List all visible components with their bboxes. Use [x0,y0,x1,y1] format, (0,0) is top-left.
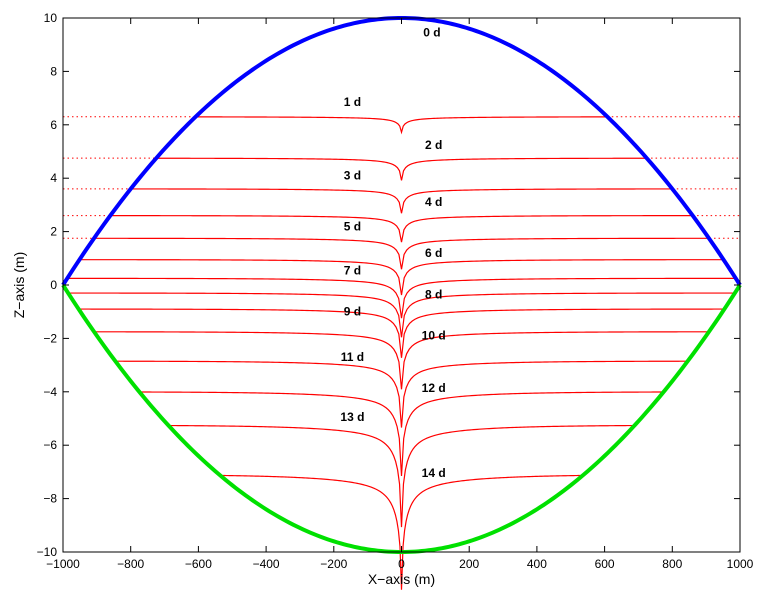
day-label-9-d: 9 d [344,305,361,319]
y-tick-label: −6 [43,438,57,452]
y-tick-label: 6 [50,118,57,132]
plot-area: 0 d 1 d 2 d 3 d 4 d 5 d 6 d 7 d 8 d 9 d 10 d 11 d 12… [61,15,742,590]
axes: −1000 −800 −600 −400 −200 0 200 400 600 800 1000 −1… [37,11,754,571]
day-label-3-d: 3 d [344,169,361,183]
day-label-0-d: 0 d [423,26,440,40]
x-tick-label: 400 [527,557,547,571]
curve-11-d [115,360,688,428]
curve-4-d [110,215,693,243]
day-label-14-d: 14 d [422,466,446,480]
curve-10-d [93,331,710,390]
x-tick-label: 0 [398,557,405,571]
curve-7-d [67,277,736,319]
curve-5-d [93,237,710,270]
curve-14-d [218,474,585,590]
curve-13-d [167,424,636,528]
y-tick-label: −10 [37,545,58,559]
y-tick-label: 4 [50,171,57,185]
x-tick-label: −200 [320,557,347,571]
x-tick-label: −1000 [46,557,80,571]
curve-8-d [68,292,735,338]
y-tick-label: −8 [43,492,57,506]
y-tick-label: −4 [43,385,57,399]
x-tick-label: 800 [662,557,682,571]
day-label-8-d: 8 d [425,287,442,301]
x-tick-label: −600 [185,557,212,571]
x-tick-label: 200 [459,557,479,571]
y-tick-label: 8 [50,64,57,78]
y-tick-label: 2 [50,225,57,239]
y-tick-label: −2 [43,331,57,345]
x-axis-label: X−axis (m) [368,571,435,587]
x-tick-label: −800 [117,557,144,571]
day-label-11-d: 11 d [341,350,364,364]
day-label-1-d: 1 d [344,95,361,109]
curve-2-d [156,157,647,181]
curve-3-d [130,188,673,214]
day-label-6-d: 6 d [425,246,442,260]
y-axis-label: Z−axis (m) [11,252,27,319]
boundary-upper [61,15,742,287]
day-label-10-d: 10 d [422,329,446,343]
y-tick-label: 10 [44,11,58,25]
x-tick-label: 600 [595,557,615,571]
curve-12-d [139,391,664,477]
x-tick-label: 1000 [727,557,754,571]
curve-1-d [195,116,608,135]
day-label-4-d: 4 d [425,195,442,209]
y-tick-label: 0 [50,278,57,292]
day-label-2-d: 2 d [425,138,442,152]
curve-6-d [79,259,724,296]
day-label-7-d: 7 d [344,263,361,277]
day-label-5-d: 5 d [344,219,361,233]
boundary-lower [61,283,742,555]
x-tick-label: −400 [253,557,280,571]
day-label-13-d: 13 d [340,410,364,424]
day-label-12-d: 12 d [422,381,446,395]
curve-9-d [78,308,725,358]
